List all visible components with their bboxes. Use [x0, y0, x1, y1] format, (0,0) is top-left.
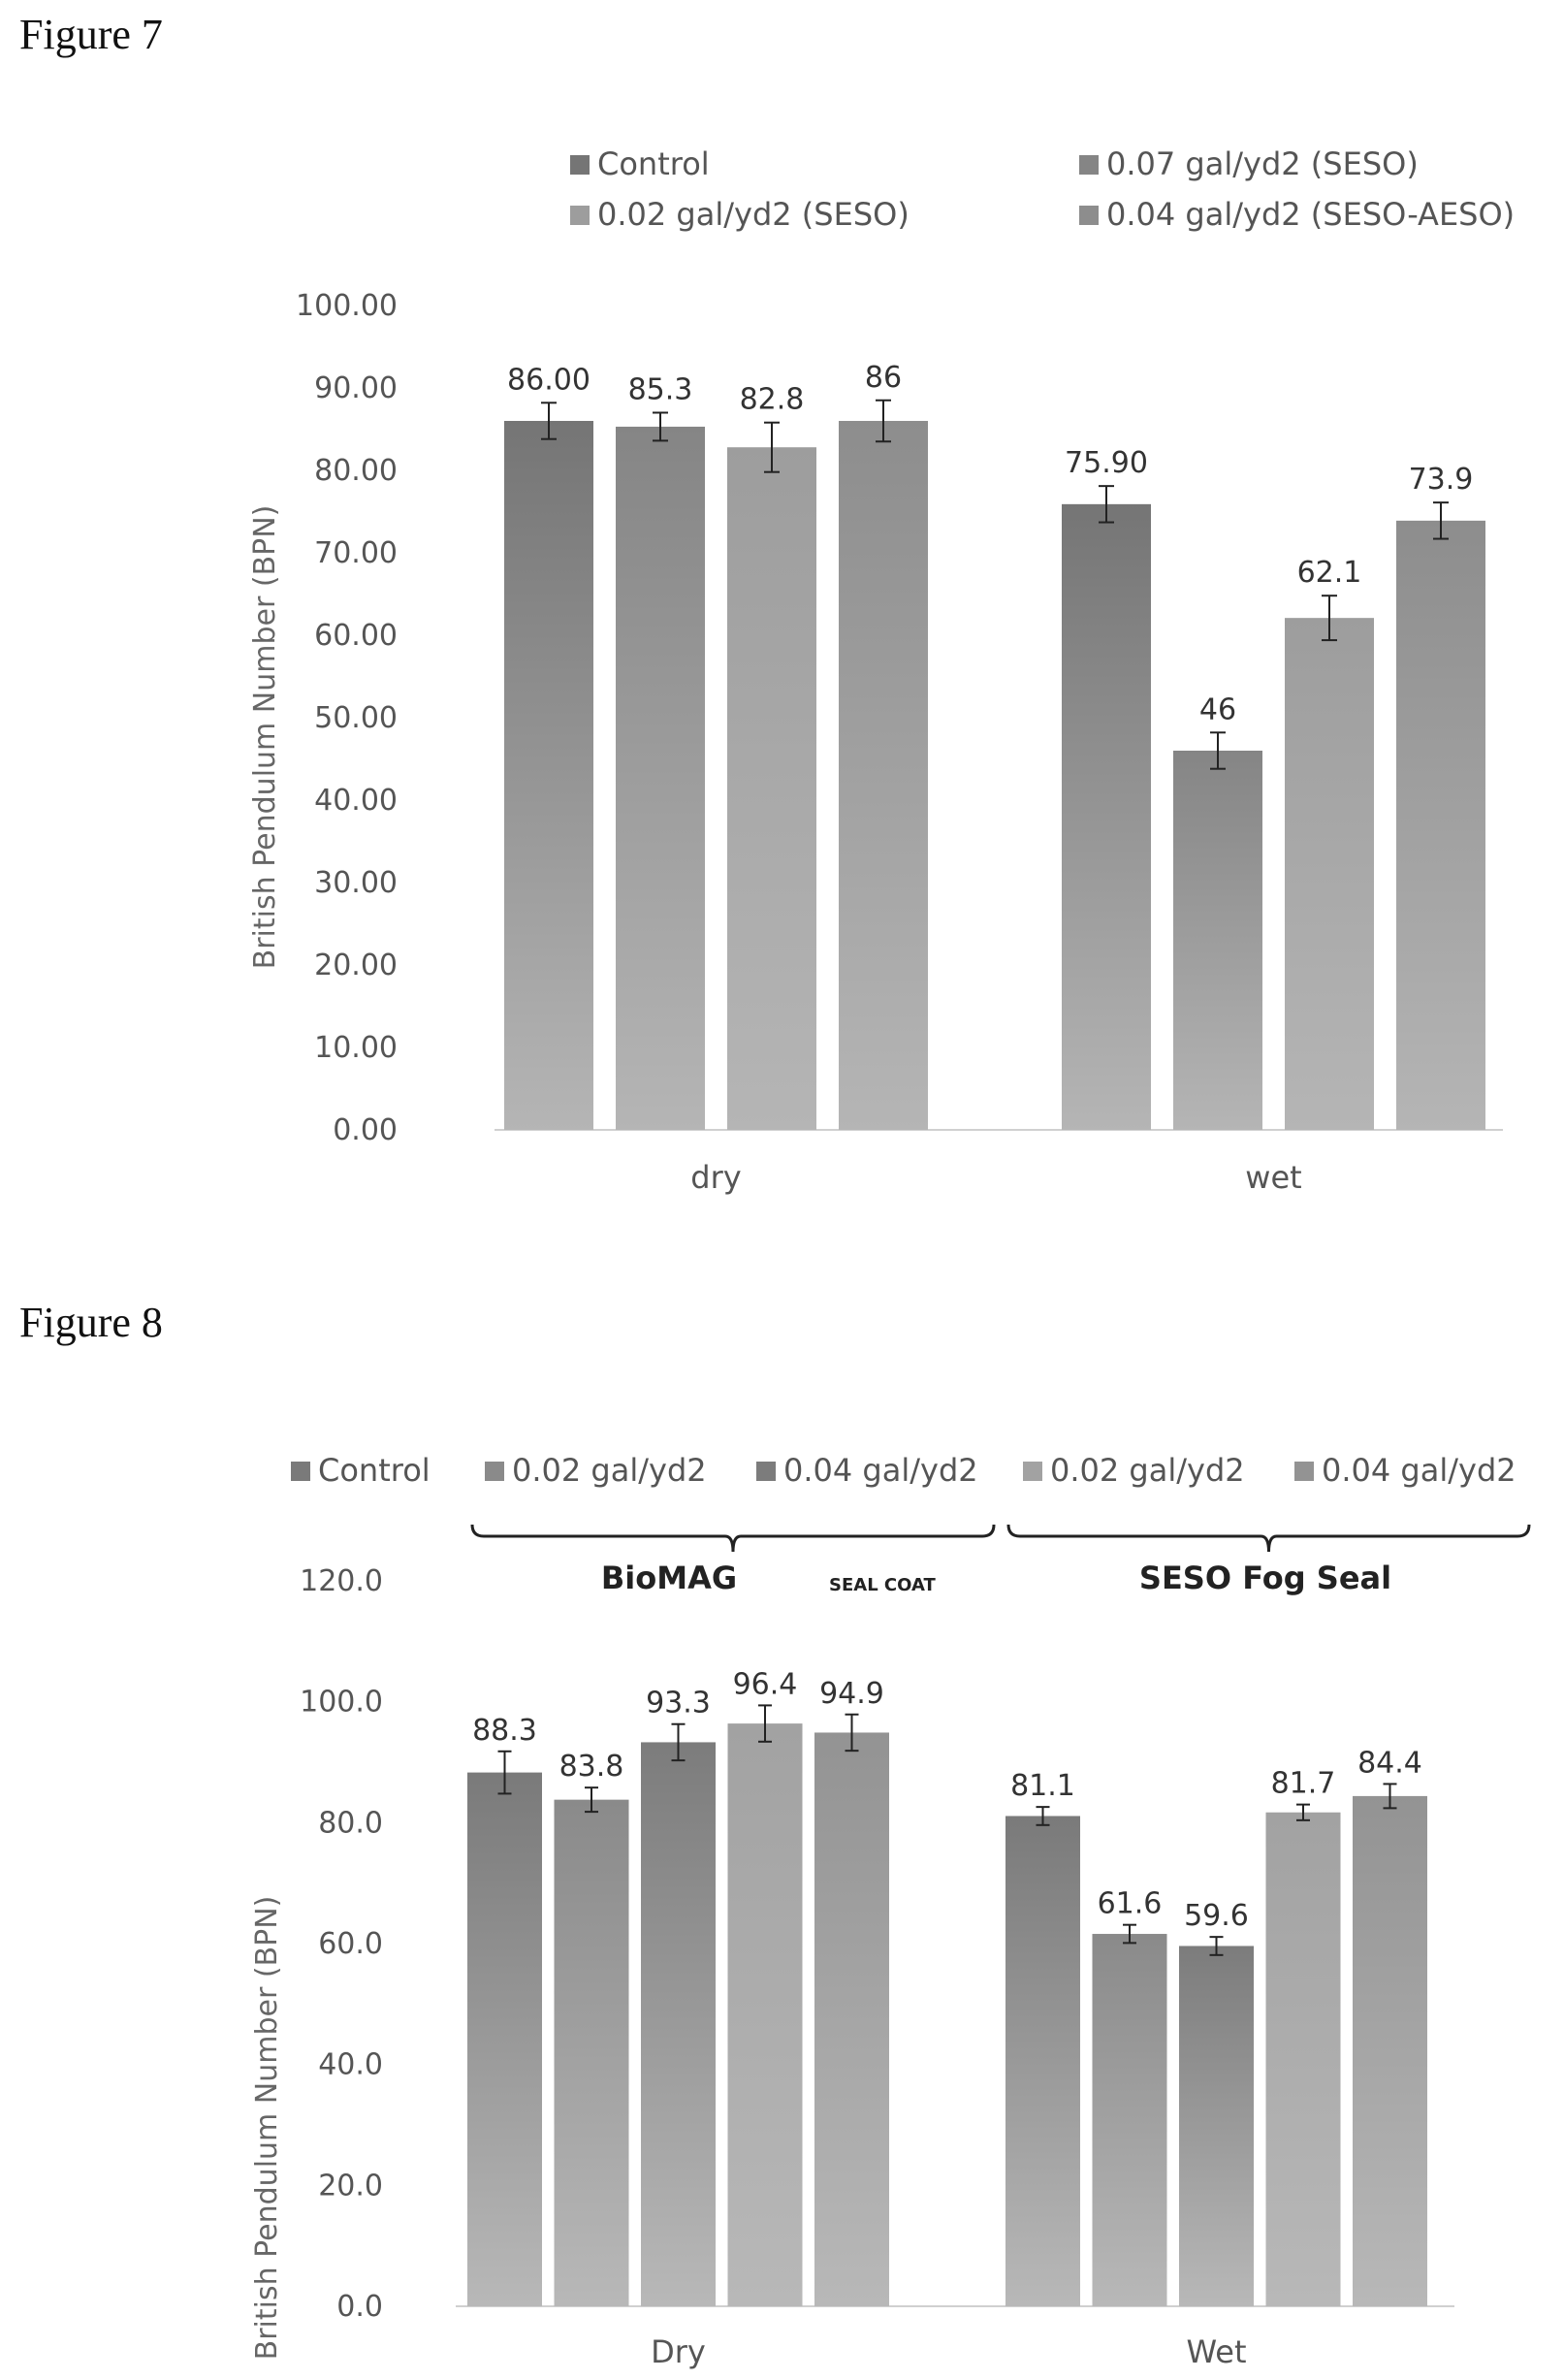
data-label: 96.4 [733, 1667, 798, 1701]
legend-swatch [570, 155, 590, 175]
bar [1285, 618, 1374, 1130]
legend-swatch [570, 206, 590, 225]
data-label: 83.8 [559, 1750, 624, 1784]
y-tick-label: 80.00 [314, 454, 398, 488]
y-tick-label: 30.00 [314, 866, 398, 900]
legend-swatch [291, 1462, 310, 1481]
legend-label: 0.07 gal/yd2 (SESO) [1106, 145, 1419, 182]
legend-swatch [485, 1462, 504, 1481]
bar [1265, 1812, 1341, 2306]
y-tick-label: 40.00 [314, 784, 398, 818]
figure8-chart: Control 0.02 gal/yd2 0.04 gal/yd2 0.02 gal/… [250, 1452, 1531, 2370]
data-label: 86 [865, 361, 902, 395]
bar [1396, 520, 1485, 1130]
figure7-label: Figure 7 [19, 11, 163, 58]
data-label: 86.00 [507, 363, 590, 397]
legend-label: 0.02 gal/yd2 [1050, 1452, 1245, 1489]
data-label: 82.8 [740, 383, 805, 417]
data-label: 62.1 [1297, 556, 1362, 590]
y-tick-label: 20.00 [314, 949, 398, 982]
bar [554, 1799, 629, 2306]
y-tick-label: 0.0 [336, 2290, 383, 2324]
y-tick-label: 0.00 [333, 1113, 398, 1147]
data-label: 94.9 [819, 1677, 884, 1711]
group-label-biomag: BioMAG [601, 1560, 737, 1596]
data-label: 73.9 [1409, 463, 1474, 497]
y-tick-label: 90.00 [314, 371, 398, 405]
bar [467, 1772, 542, 2306]
y-tick-label: 20.0 [318, 2169, 383, 2203]
y-tick-label: 10.00 [314, 1031, 398, 1065]
data-label: 59.6 [1184, 1899, 1249, 1933]
legend-swatch [756, 1462, 776, 1481]
x-category-label: Wet [1187, 2333, 1247, 2370]
data-label: 93.3 [646, 1687, 711, 1721]
legend-label: 0.04 gal/yd2 (SESO-AESO) [1106, 196, 1515, 233]
group-brace [470, 1524, 996, 1553]
legend-label: Control [318, 1452, 431, 1489]
legend-swatch [1079, 206, 1099, 225]
bar [727, 1723, 803, 2306]
figure8-label: Figure 8 [19, 1299, 163, 1346]
bar [1353, 1795, 1427, 2306]
data-label: 46 [1199, 692, 1236, 726]
y-axis-label: British Pendulum Number (BPN) [250, 1896, 284, 2361]
group-label-biomag-subscript: SEAL COAT [829, 1575, 936, 1595]
bar [839, 421, 928, 1130]
bar [1092, 1934, 1167, 2306]
bar [641, 1742, 716, 2306]
data-label: 81.1 [1010, 1769, 1075, 1803]
data-label: 81.7 [1271, 1767, 1336, 1801]
y-tick-label: 120.0 [300, 1564, 383, 1598]
y-axis-label: British Pendulum Number (BPN) [248, 505, 282, 970]
data-label: 88.3 [472, 1714, 537, 1748]
bar [504, 421, 593, 1130]
data-label: 75.90 [1065, 446, 1148, 480]
bar [1062, 503, 1151, 1130]
y-tick-label: 60.0 [318, 1927, 383, 1961]
y-tick-label: 50.00 [314, 701, 398, 735]
y-tick-label: 100.0 [300, 1686, 383, 1720]
bar [1005, 1816, 1080, 2306]
x-category-label: dry [690, 1159, 741, 1196]
legend-label: 0.02 gal/yd2 [512, 1452, 707, 1489]
data-label: 61.6 [1098, 1887, 1163, 1921]
bar [814, 1732, 889, 2306]
group-label-seso: SESO Fog Seal [1139, 1560, 1391, 1596]
bar [1179, 1946, 1254, 2306]
legend-label: 0.04 gal/yd2 [783, 1452, 978, 1489]
x-category-label: Dry [651, 2333, 706, 2370]
legend-swatch [1023, 1462, 1042, 1481]
data-label: 84.4 [1357, 1746, 1422, 1780]
bar [616, 426, 705, 1130]
legend-label: Control [597, 145, 710, 182]
data-label: 85.3 [628, 373, 693, 407]
y-tick-label: 80.0 [318, 1806, 383, 1840]
figure7-chart: Control 0.07 gal/yd2 (SESO) 0.02 gal/yd2 (… [248, 145, 1515, 1196]
bar [727, 447, 816, 1130]
legend-label: 0.04 gal/yd2 [1322, 1452, 1516, 1489]
y-tick-label: 70.00 [314, 536, 398, 570]
y-tick-label: 100.00 [296, 289, 398, 323]
legend-swatch [1294, 1462, 1314, 1481]
group-brace [1006, 1524, 1531, 1553]
legend-label: 0.02 gal/yd2 (SESO) [597, 196, 910, 233]
y-tick-label: 60.00 [314, 619, 398, 653]
legend-swatch [1079, 155, 1099, 175]
bar [1173, 751, 1262, 1130]
x-category-label: wet [1245, 1159, 1301, 1196]
y-tick-label: 40.0 [318, 2048, 383, 2082]
